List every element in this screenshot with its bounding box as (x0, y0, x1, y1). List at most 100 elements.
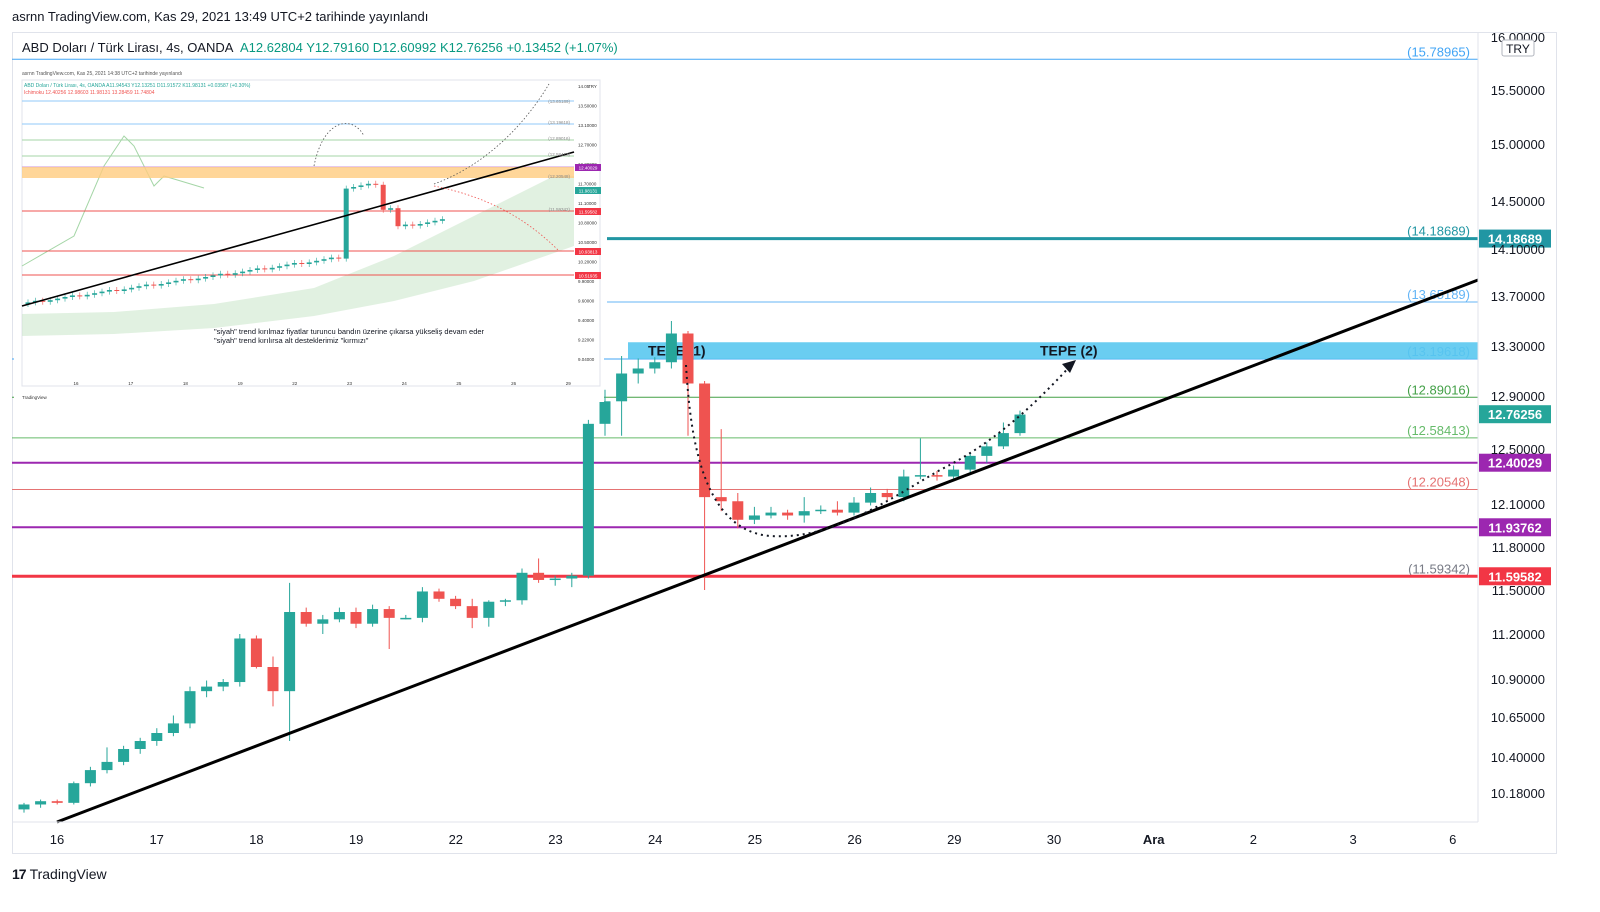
inset-badge-text: 10.51935 (579, 274, 598, 279)
candle-body (350, 612, 362, 624)
x-tick-label: 25 (748, 832, 762, 847)
inset-candle-body (180, 279, 186, 281)
candle-body (317, 619, 329, 624)
dotted-projection-path (685, 363, 1073, 538)
inset-candle-body (388, 208, 394, 210)
candle-body (383, 609, 395, 618)
x-tick-label: 26 (847, 832, 861, 847)
candle-body (483, 601, 495, 618)
inset-x-tick: 16 (73, 381, 79, 386)
candle-body (516, 572, 528, 601)
inset-candle-body (277, 266, 283, 268)
inset-currency: TRY (588, 84, 597, 89)
y-tick-label: 11.80000 (1492, 540, 1545, 555)
inset-candle-body (166, 282, 172, 284)
candle-body (599, 401, 611, 424)
candle-body (997, 433, 1009, 447)
inset-x-tick: 22 (292, 381, 298, 386)
candle-body (267, 667, 279, 692)
inset-dotted-path (313, 83, 550, 185)
inset-trend-line (21, 151, 575, 307)
candle-body (782, 512, 794, 516)
inset-candle-body (365, 183, 371, 186)
candle-body (732, 501, 744, 520)
candle-body (466, 606, 478, 618)
ohlc-values: A12.62804 Y12.79160 D12.60992 K12.76256 … (239, 40, 618, 55)
inset-y-tick: 11.70000 (578, 182, 597, 187)
inset-badge-text: 10.93813 (579, 250, 598, 255)
inset-candle-body (425, 222, 431, 224)
inset-x-tick: 23 (347, 381, 353, 386)
tepe-zone: TEPE (1)TEPE (2) (628, 342, 1478, 359)
inset-y-tick: 9.04000 (578, 357, 595, 362)
candle-body (948, 469, 960, 477)
currency-badge-text: TRY (1506, 42, 1530, 56)
inset-candle-body (358, 185, 364, 187)
last-price-badge (1479, 405, 1551, 424)
candle-body (18, 804, 30, 810)
candle-body (151, 733, 163, 741)
tradingview-logo-text: TradingView (29, 866, 107, 882)
y-tick-label: 12.90000 (1491, 389, 1545, 404)
candlestick-series (18, 321, 1026, 813)
inset-badge-text: 11.59582 (579, 210, 598, 215)
inset-candle-body (195, 278, 201, 281)
inset-candle-body (92, 293, 98, 295)
inset-y-tick: 13.10000 (578, 123, 597, 128)
inset-candle-body (410, 224, 416, 226)
inset-x-tick: 18 (183, 381, 189, 386)
annotation-layer (685, 360, 1076, 538)
inset-y-tick: 13.50000 (578, 104, 597, 109)
inset-candle-body (106, 290, 112, 292)
inset-badge (575, 272, 601, 279)
candle-body (765, 512, 777, 516)
inset-y-tick: 10.20000 (578, 260, 597, 265)
inset-candle-body (143, 284, 149, 287)
candle-body (831, 509, 843, 513)
inset-candle-body (284, 264, 290, 267)
tepe-zone-rect (628, 342, 1478, 359)
chart-frame (12, 32, 1557, 854)
x-tick-label: 19 (349, 832, 363, 847)
inset-candle-body (262, 268, 268, 270)
inset-candle-body (47, 300, 53, 302)
level-label: (12.20548) (1407, 474, 1470, 489)
inset-candle-body (240, 271, 246, 274)
inset-x-tick: 26 (511, 381, 517, 386)
x-tick-label: 23 (548, 832, 562, 847)
arrow-head (1062, 360, 1076, 373)
price-badge (1479, 518, 1551, 537)
y-tick-label: 10.90000 (1491, 672, 1545, 687)
inset-candle-body (121, 289, 127, 291)
inset-level-label: (12.58413) (548, 152, 570, 157)
x-tick-label: Ara (1143, 832, 1165, 847)
candle-body (101, 761, 113, 771)
inset-candle-body (25, 302, 31, 304)
tradingview-logo[interactable]: 17 TradingView (12, 866, 107, 882)
black-trend-line (56, 278, 1479, 824)
y-tick-label: 15.50000 (1491, 83, 1545, 98)
y-tick-label: 10.65000 (1491, 710, 1545, 725)
y-tick-label: 10.18000 (1491, 786, 1545, 801)
candle-body (616, 373, 628, 402)
inset-candle-body (40, 300, 46, 302)
price-badge (1479, 567, 1551, 586)
inset-candle-body (314, 260, 320, 263)
y-tick-label: 12.50000 (1491, 442, 1545, 457)
candle-body (549, 578, 561, 581)
published-info: asrnn TradingView.com, Kas 29, 2021 13:4… (12, 9, 429, 24)
candle-body (715, 497, 727, 502)
inset-candle-body (84, 294, 90, 297)
inset-candle-body (254, 268, 260, 270)
inset-candle-body (380, 184, 386, 210)
inset-frame (21, 79, 601, 387)
inset-candle-body (395, 208, 401, 227)
inset-y-tick: 14.05 (578, 84, 590, 89)
candle-body (848, 502, 860, 513)
horizontal-levels: (15.78965) (14.18689) 14.18689 (13.65189) (1… (12, 44, 1551, 586)
inset-candle-body (336, 257, 342, 259)
price-axis: 16.0000015.5000015.0000014.5000014.10000… (1477, 30, 1545, 822)
inset-candle-body (269, 267, 275, 270)
candle-body (217, 682, 229, 687)
